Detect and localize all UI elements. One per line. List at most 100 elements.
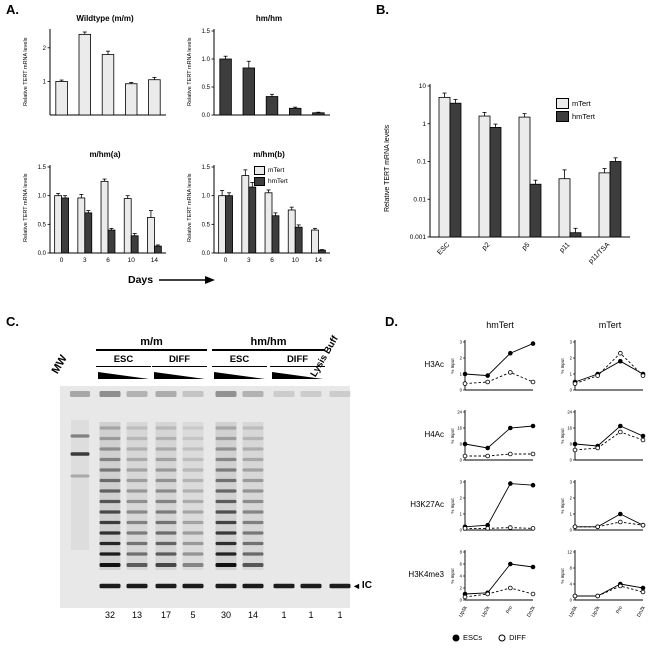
mtert-swatch-icon [556, 98, 569, 109]
hmtert-swatch-icon [556, 111, 569, 122]
panel-c-label: C. [6, 314, 19, 329]
gel-image [60, 386, 351, 608]
svg-text:2: 2 [43, 46, 47, 52]
lane-number: 14 [247, 610, 258, 620]
svg-text:10: 10 [292, 257, 300, 264]
chart-title: m/hm(a) [89, 150, 121, 159]
svg-text:8: 8 [570, 442, 573, 447]
legend-label: hmTert [572, 112, 595, 121]
legend-diff: DIFF [498, 633, 526, 642]
y-axis-label: Relative TERT mRNA levels [23, 173, 29, 243]
y-axis-label: Relative TERT mRNA levels [187, 173, 193, 243]
group-label-hmhm: hm/hm [212, 336, 325, 351]
svg-text:0.5: 0.5 [202, 85, 211, 91]
bar-chart-mhm-b: 0.0 0.5 1.0 1.5 0 3 6 10 14 [202, 165, 330, 264]
svg-text:1.0: 1.0 [38, 194, 47, 200]
panel-a-legend: mTert hmTert [254, 166, 288, 186]
col-header-hmtert: hmTert [486, 320, 514, 330]
svg-text:1.0: 1.0 [202, 194, 211, 200]
legend-label: ESCs [463, 633, 483, 642]
panel-b-label: B. [376, 2, 389, 17]
dilution-wedge-icon [272, 372, 323, 379]
svg-text:Up2k: Up2k [591, 605, 602, 619]
lane-number: 30 [220, 610, 231, 620]
lane-number: 13 [131, 610, 142, 620]
svg-text:10: 10 [419, 83, 427, 90]
svg-text:3: 3 [570, 480, 573, 485]
svg-text:16: 16 [457, 426, 462, 431]
dilution-wedge-icon [214, 372, 265, 379]
line-plot-h3ac-hmtert: 0 1 2 3 % Input [450, 340, 536, 393]
svg-text:Dn2k: Dn2k [526, 605, 537, 619]
svg-text:6: 6 [106, 257, 110, 264]
row-label-h3k27ac: H3K27Ac [410, 500, 444, 509]
svg-text:8: 8 [460, 442, 463, 447]
svg-text:2: 2 [570, 356, 573, 361]
svg-text:8: 8 [460, 550, 463, 555]
svg-text:3: 3 [83, 257, 87, 264]
legend-label: DIFF [509, 633, 526, 642]
svg-text:0.001: 0.001 [410, 234, 427, 241]
bar-chart-mhm-a: 0.0 0.5 1.0 1.5 0 3 6 10 14 [38, 165, 166, 264]
dilution-wedge-icon [98, 372, 149, 379]
svg-text:0: 0 [570, 388, 573, 393]
svg-text:14: 14 [151, 257, 159, 264]
subgroup-diff-mm: DIFF [152, 354, 207, 367]
svg-text:0: 0 [460, 458, 463, 463]
svg-text:1.5: 1.5 [38, 165, 47, 171]
svg-text:% Input: % Input [450, 358, 455, 374]
svg-text:0: 0 [224, 257, 228, 264]
svg-text:% Input: % Input [560, 358, 565, 374]
lane-number: 32 [104, 610, 115, 620]
svg-text:0: 0 [460, 598, 463, 603]
bar-chart-wildtype: 12 [43, 29, 166, 116]
svg-text:2: 2 [460, 356, 463, 361]
svg-text:0: 0 [570, 598, 573, 603]
svg-text:p2: p2 [481, 241, 492, 252]
svg-text:1: 1 [43, 79, 47, 85]
svg-text:0.01: 0.01 [413, 196, 426, 203]
y-axis-label: Relative TERT mRNA levels [23, 37, 29, 107]
svg-text:% Input: % Input [450, 498, 455, 514]
line-plot-h3ac-mtert: 0 1 2 3 % Input [560, 340, 646, 393]
svg-text:4: 4 [570, 582, 573, 587]
days-arrow-icon [159, 276, 216, 284]
line-plot-h3k27ac-mtert: 0 1 2 3 % Input [560, 480, 646, 533]
svg-text:1.5: 1.5 [202, 29, 211, 35]
svg-text:Up5k: Up5k [458, 605, 469, 619]
chart-title: hm/hm [255, 14, 283, 23]
svg-text:0.0: 0.0 [202, 113, 211, 119]
svg-text:p5: p5 [521, 241, 532, 252]
svg-text:2: 2 [460, 496, 463, 501]
line-plot-h3k4me3-mtert: 0 4 8 12 % Input Up5k Up2k Pro Dn2k [560, 550, 647, 619]
svg-text:3: 3 [247, 257, 251, 264]
svg-text:14: 14 [315, 257, 323, 264]
svg-text:24: 24 [567, 410, 572, 415]
hmtert-swatch-icon [254, 177, 265, 186]
legend-hmtert: hmTert [254, 177, 288, 186]
row-label-h3ac: H3Ac [424, 360, 444, 369]
svg-text:Pro: Pro [505, 605, 514, 615]
svg-text:12: 12 [567, 550, 572, 555]
chart-title: m/hm(b) [253, 150, 285, 159]
chart-title: Wildtype (m/m) [76, 14, 134, 23]
svg-text:Up5k: Up5k [568, 605, 579, 619]
group-label-mm: m/m [96, 336, 207, 351]
legend-escs: ESCs [452, 633, 482, 642]
svg-text:% Input: % Input [560, 498, 565, 514]
line-plot-h3k4me3-hmtert: 0 2 4 6 8 % Input Up5k Up2k Pro Dn2k [450, 550, 537, 619]
line-plot-h4ac-hmtert: 0 8 16 24 % Input [450, 410, 536, 463]
svg-text:1.5: 1.5 [202, 165, 211, 171]
left-triangle-icon: ◄ [352, 580, 361, 591]
svg-text:2: 2 [460, 586, 463, 591]
svg-text:1: 1 [422, 121, 426, 128]
svg-text:6: 6 [270, 257, 274, 264]
svg-text:Pro: Pro [615, 605, 624, 615]
lane-number: 17 [160, 610, 171, 620]
dilution-wedge-icon [154, 372, 205, 379]
lane-number: 1 [281, 610, 287, 620]
svg-text:Dn2k: Dn2k [636, 605, 647, 619]
svg-text:1: 1 [460, 372, 463, 377]
svg-text:0.5: 0.5 [202, 222, 211, 228]
